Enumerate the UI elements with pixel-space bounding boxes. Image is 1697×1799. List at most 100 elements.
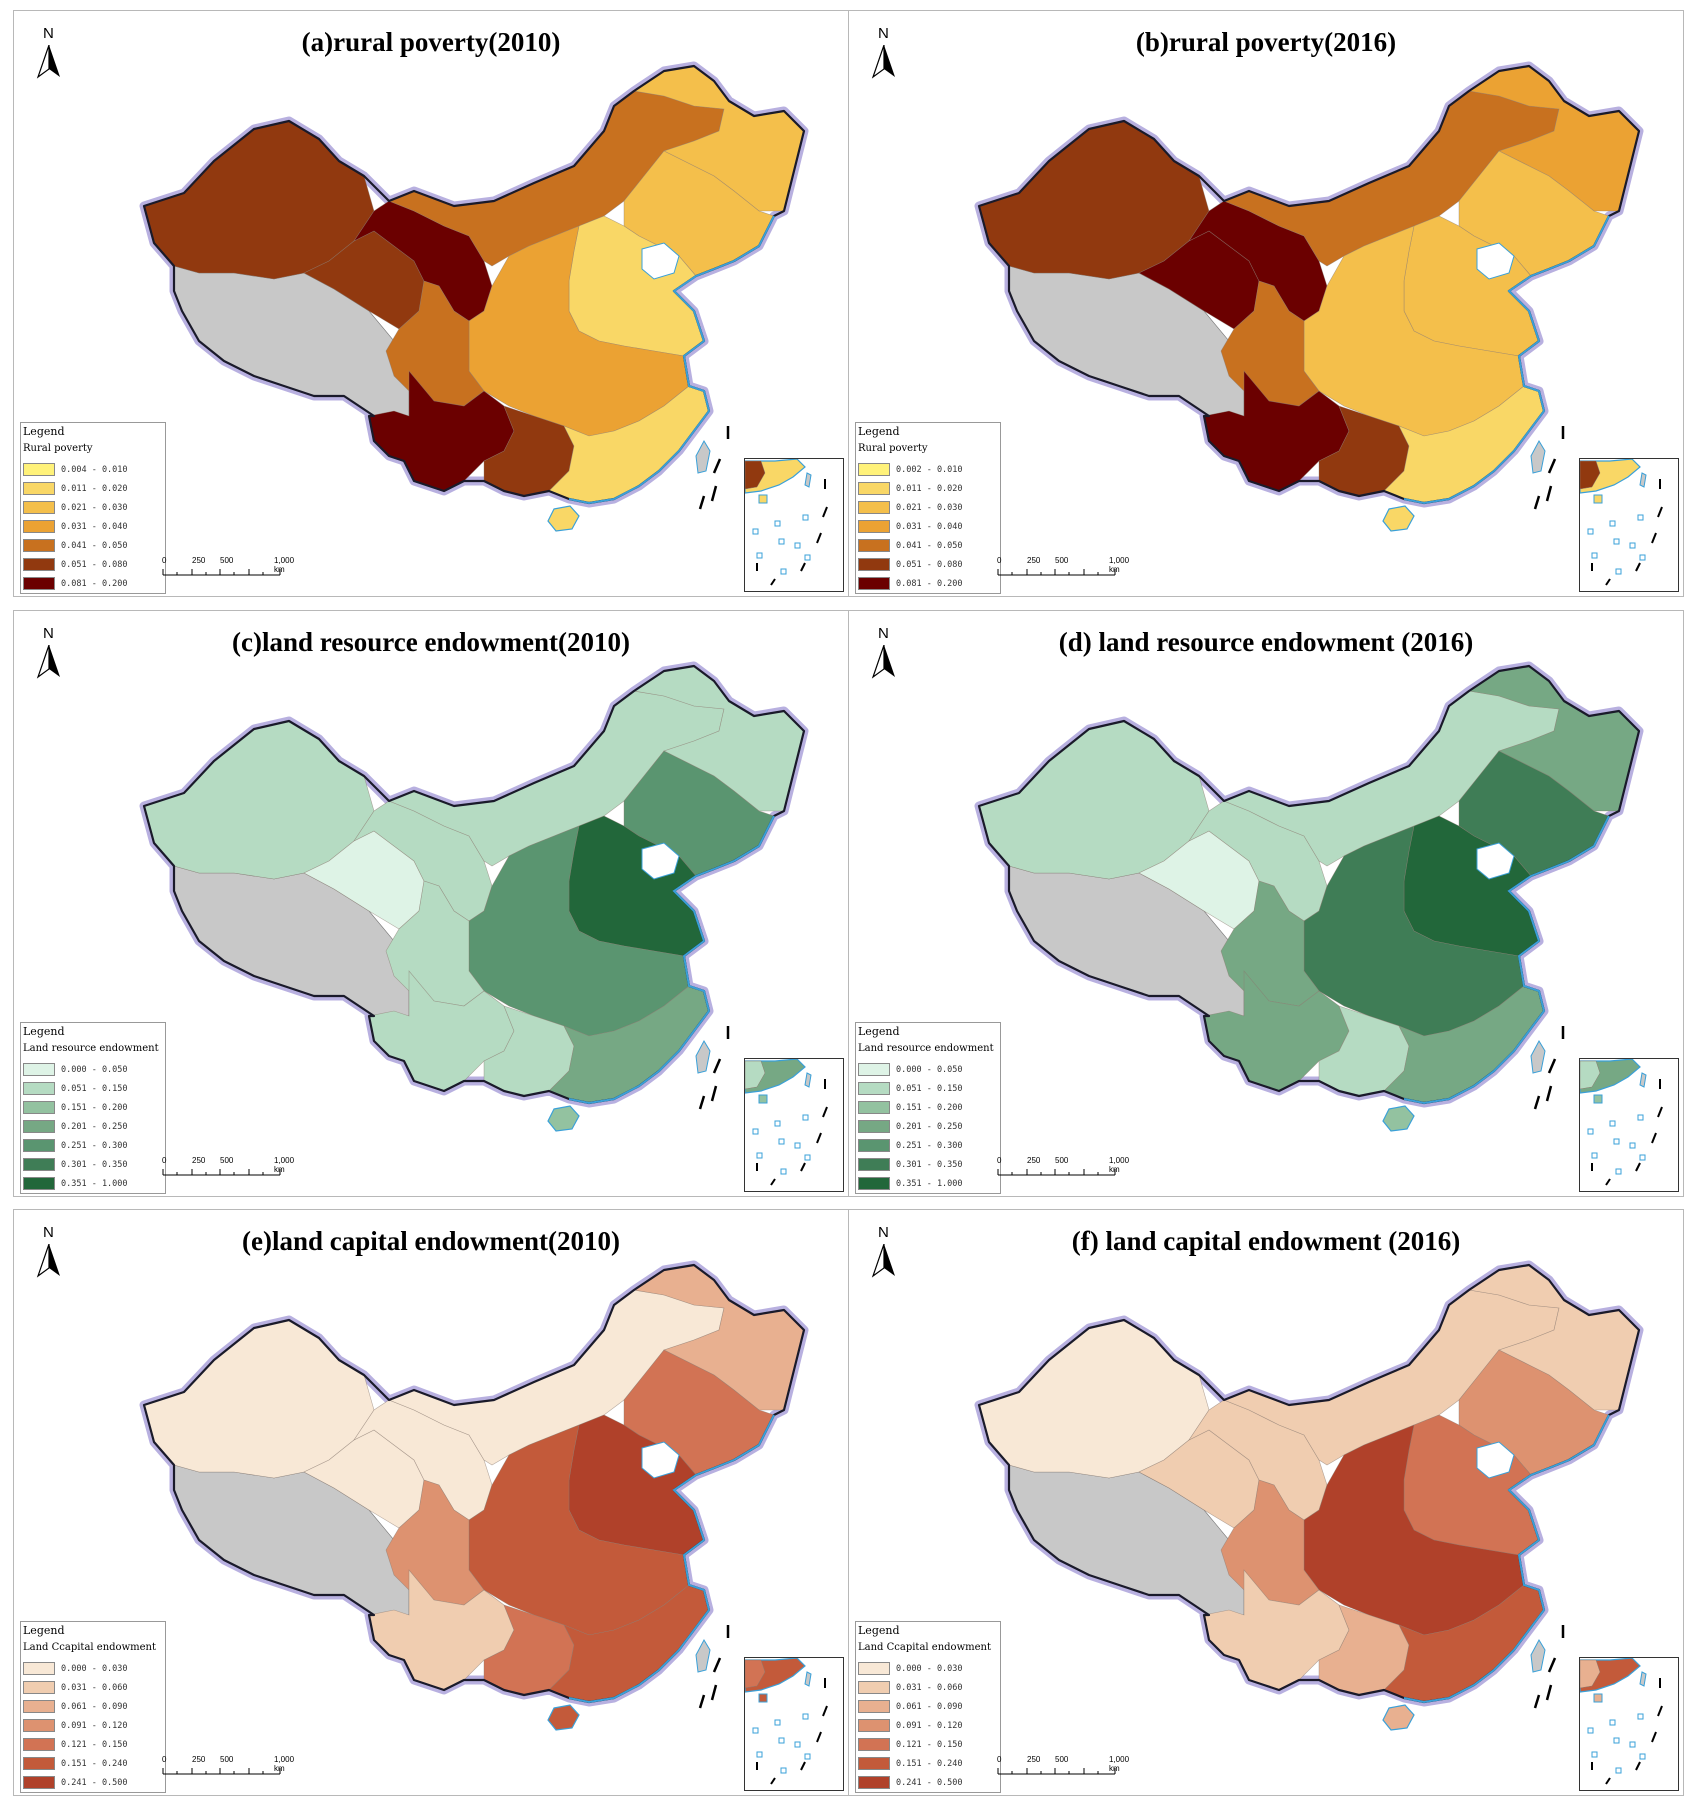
legend-item-label: 0.000 - 0.030 xyxy=(61,1663,128,1674)
legend-item: 0.041 - 0.050 xyxy=(21,536,165,555)
region-hainan xyxy=(547,1704,580,1731)
scale-bar: 0 250 500 1,000 km xyxy=(162,1755,302,1781)
map-panel: (a)rural poverty(2010) N Legend Rural pover… xyxy=(13,10,849,597)
legend-swatch xyxy=(858,1757,890,1770)
north-arrow-icon: N xyxy=(869,1224,899,1280)
region-taiwan xyxy=(1530,1039,1546,1074)
choropleth-map xyxy=(139,61,809,532)
legend-item: 0.031 - 0.040 xyxy=(856,517,1000,536)
legend-item: 0.251 - 0.300 xyxy=(21,1136,165,1155)
legend-item: 0.002 - 0.010 xyxy=(856,460,1000,479)
legend-item: 0.151 - 0.200 xyxy=(21,1098,165,1117)
legend-item: 0.151 - 0.240 xyxy=(21,1754,165,1773)
legend-item-label: 0.051 - 0.150 xyxy=(61,1083,128,1094)
legend-swatch xyxy=(858,1719,890,1732)
legend-swatch xyxy=(23,520,55,533)
north-arrow-icon: N xyxy=(869,25,899,81)
choropleth-map xyxy=(139,1260,809,1731)
legend-item-label: 0.051 - 0.150 xyxy=(896,1083,963,1094)
legend-item: 0.091 - 0.120 xyxy=(856,1716,1000,1735)
scale-tick-label: 500 xyxy=(1055,1755,1069,1764)
north-arrow-icon: N xyxy=(34,25,64,81)
legend-item-label: 0.011 - 0.020 xyxy=(896,483,963,494)
legend-variable-name: Land resource endowment xyxy=(23,1043,159,1054)
legend-item: 0.201 - 0.250 xyxy=(856,1117,1000,1136)
legend-item-label: 0.151 - 0.240 xyxy=(896,1758,963,1769)
legend-title: Legend xyxy=(858,1624,900,1637)
legend-swatch xyxy=(23,1700,55,1713)
scale-tick-label: 0 xyxy=(997,1755,1002,1764)
legend-item: 0.081 - 0.200 xyxy=(856,574,1000,593)
legend-variable-name: Rural poverty xyxy=(23,443,93,454)
map-panel: (b)rural poverty(2016) N Legend Rural pover… xyxy=(848,10,1684,597)
legend-item: 0.091 - 0.120 xyxy=(21,1716,165,1735)
legend-item: 0.051 - 0.150 xyxy=(21,1079,165,1098)
map-legend: Legend Land Ccapital endowment 0.000 - 0.0… xyxy=(20,1621,166,1793)
scale-tick-label: 250 xyxy=(192,1156,206,1165)
panel-title: (c)land resource endowment(2010) xyxy=(232,627,630,657)
legend-variable-name: Land Ccapital endowment xyxy=(23,1642,156,1653)
scale-tick-label: 1,000 km xyxy=(274,556,295,574)
scale-tick-label: 0 xyxy=(997,556,1002,565)
region-hainan xyxy=(1382,1105,1415,1132)
map-legend: Legend Land resource endowment 0.000 - 0.0… xyxy=(20,1022,166,1194)
legend-swatch xyxy=(23,1719,55,1732)
south-china-sea-inset xyxy=(744,458,844,592)
north-arrow-icon: N xyxy=(34,1224,64,1280)
legend-swatch xyxy=(858,1700,890,1713)
legend-item: 0.004 - 0.010 xyxy=(21,460,165,479)
legend-item: 0.051 - 0.080 xyxy=(856,555,1000,574)
legend-swatch xyxy=(23,1662,55,1675)
legend-item: 0.151 - 0.240 xyxy=(856,1754,1000,1773)
legend-swatch xyxy=(858,1662,890,1675)
legend-item: 0.121 - 0.150 xyxy=(21,1735,165,1754)
scale-bar: 0 250 500 1,000 km xyxy=(162,1156,302,1182)
legend-item: 0.031 - 0.060 xyxy=(21,1678,165,1697)
bohai-sea xyxy=(641,242,680,280)
legend-swatch xyxy=(858,1158,890,1171)
legend-item-label: 0.051 - 0.080 xyxy=(61,559,128,570)
legend-item-label: 0.121 - 0.150 xyxy=(896,1739,963,1750)
scale-tick-label: 1,000 km xyxy=(1109,1156,1130,1174)
legend-item-label: 0.041 - 0.050 xyxy=(61,540,128,551)
legend-swatch xyxy=(23,1757,55,1770)
legend-swatch xyxy=(858,577,890,590)
legend-item-label: 0.151 - 0.200 xyxy=(896,1102,963,1113)
legend-swatch xyxy=(858,1738,890,1751)
legend-swatch xyxy=(858,501,890,514)
legend-item: 0.351 - 1.000 xyxy=(21,1174,165,1193)
region-taiwan xyxy=(695,1638,711,1673)
scale-tick-label: 0 xyxy=(162,1755,167,1764)
region-hainan xyxy=(547,505,580,532)
scale-tick-label: 250 xyxy=(1027,1156,1041,1165)
legend-swatch xyxy=(858,1776,890,1789)
legend-item-label: 0.031 - 0.040 xyxy=(61,521,128,532)
legend-item: 0.241 - 0.500 xyxy=(21,1773,165,1792)
map-legend: Legend Land resource endowment 0.000 - 0.0… xyxy=(855,1022,1001,1194)
legend-swatch xyxy=(23,558,55,571)
panel-title: (e)land capital endowment(2010) xyxy=(242,1226,620,1256)
legend-item-label: 0.201 - 0.250 xyxy=(61,1121,128,1132)
legend-swatch xyxy=(23,1776,55,1789)
scale-bar: 0 250 500 1,000 km xyxy=(162,556,302,582)
legend-item: 0.011 - 0.020 xyxy=(21,479,165,498)
legend-item-label: 0.121 - 0.150 xyxy=(61,1739,128,1750)
bohai-sea xyxy=(641,842,680,880)
legend-swatch xyxy=(23,577,55,590)
scale-bar: 0 250 500 1,000 km xyxy=(997,1755,1137,1781)
legend-swatch xyxy=(858,1082,890,1095)
choropleth-map xyxy=(974,661,1644,1132)
region-taiwan xyxy=(1530,439,1546,474)
scale-tick-label: 1,000 km xyxy=(1109,556,1130,574)
legend-swatch xyxy=(23,1101,55,1114)
legend-item-label: 0.000 - 0.050 xyxy=(896,1064,963,1075)
legend-item: 0.051 - 0.150 xyxy=(856,1079,1000,1098)
legend-swatch xyxy=(858,1139,890,1152)
legend-item-label: 0.011 - 0.020 xyxy=(61,483,128,494)
map-legend: Legend Rural poverty 0.004 - 0.010 0.011 - … xyxy=(20,422,166,594)
legend-item-label: 0.002 - 0.010 xyxy=(896,464,963,475)
panel-title: (b)rural poverty(2016) xyxy=(1135,27,1397,57)
scale-bar: 0 250 500 1,000 km xyxy=(997,1156,1137,1182)
scale-tick-label: 250 xyxy=(192,556,206,565)
legend-swatch xyxy=(23,463,55,476)
